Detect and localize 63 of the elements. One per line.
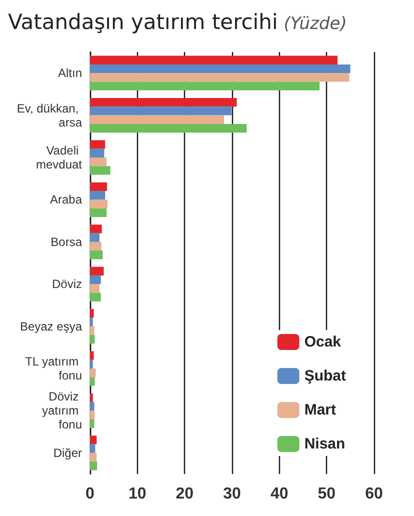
y-tick-label: Beyaz eşya	[20, 319, 82, 334]
x-tick-label: 20	[176, 486, 194, 502]
bar	[90, 208, 107, 217]
bar	[90, 98, 237, 107]
bar	[90, 419, 94, 428]
bar	[90, 64, 350, 74]
y-tick-label: Ev, dükkan, arsa	[16, 101, 82, 130]
bar	[90, 124, 247, 133]
bar	[90, 410, 95, 420]
bar	[90, 436, 97, 444]
bar	[90, 166, 110, 175]
chart-subtitle: (Yüzde)	[284, 14, 347, 34]
bar	[90, 200, 108, 208]
bar	[90, 318, 93, 326]
y-tick-label: TL yatırım fonu	[25, 354, 82, 382]
x-tick-label: 30	[223, 486, 241, 502]
x-tick-label: 10	[128, 486, 146, 502]
bar	[90, 224, 102, 234]
bar	[90, 452, 97, 462]
bar	[90, 351, 94, 360]
bar	[90, 56, 338, 64]
x-tick-label: 50	[318, 486, 336, 502]
bar	[90, 266, 104, 276]
y-tick-label: Döviz yatırım fonu	[42, 390, 82, 432]
bar	[90, 275, 101, 284]
bar	[90, 326, 94, 335]
y-tick-label: Döviz	[52, 277, 82, 292]
x-tick-label: 60	[365, 486, 383, 502]
bar	[90, 462, 98, 470]
bar	[90, 158, 107, 166]
legend-label: Şubat	[304, 368, 346, 384]
bar	[90, 393, 93, 402]
bar	[90, 334, 95, 344]
x-tick-label: 0	[86, 486, 95, 502]
legend-label: Nisan	[304, 436, 346, 452]
bar	[90, 182, 108, 192]
bar	[90, 377, 95, 386]
chart-title: Vatandaşın yatırım tercihi	[8, 10, 278, 34]
y-tick-label: Araba	[50, 192, 82, 207]
bar	[90, 444, 96, 453]
bar	[90, 73, 350, 82]
bar	[90, 140, 106, 149]
y-tick-label: Diğer	[53, 446, 82, 460]
y-tick-label: Vadeli mevduat	[36, 144, 83, 172]
x-tick-label: 40	[270, 486, 288, 502]
bar	[90, 368, 96, 378]
bar	[90, 82, 320, 90]
bar	[90, 402, 94, 411]
y-tick-label: Altın	[58, 66, 82, 80]
bar	[90, 360, 93, 368]
legend-label: Ocak	[304, 334, 342, 350]
legend-label: Mart	[304, 402, 336, 418]
bar	[90, 309, 94, 318]
bar	[90, 115, 224, 124]
bar	[90, 292, 101, 302]
bar	[90, 148, 104, 158]
bar	[90, 191, 106, 200]
bar	[90, 233, 100, 242]
y-tick-label: Borsa	[50, 234, 82, 249]
bar	[90, 242, 102, 251]
bar	[90, 106, 232, 116]
bar	[90, 284, 100, 293]
bar	[90, 250, 103, 260]
